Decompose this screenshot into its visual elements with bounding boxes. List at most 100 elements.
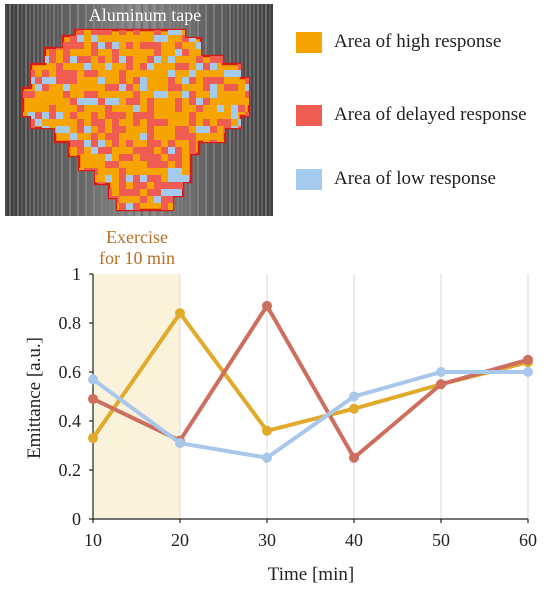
response-cell (77, 126, 84, 133)
response-cell (140, 119, 147, 126)
response-cell (168, 196, 175, 203)
response-cell (126, 154, 133, 161)
response-cell (77, 84, 84, 91)
response-cell (168, 147, 175, 154)
response-cell (189, 133, 196, 140)
response-cell (182, 84, 189, 91)
response-cell (196, 42, 203, 49)
response-cell (147, 42, 154, 49)
response-cell (84, 119, 91, 126)
annotation-line1: Exercise (106, 227, 168, 247)
response-cell (154, 42, 161, 49)
response-cell (147, 56, 154, 63)
response-cell (189, 77, 196, 84)
response-cell (161, 168, 168, 175)
response-cell (42, 77, 49, 84)
response-cell (105, 154, 112, 161)
response-cell (42, 84, 49, 91)
response-cell (182, 175, 189, 182)
response-cell (98, 42, 105, 49)
response-cell (210, 126, 217, 133)
response-cell (147, 140, 154, 147)
background-stripe (17, 4, 19, 216)
response-cell (189, 35, 196, 42)
response-cell (84, 126, 91, 133)
annotation-line2: for 10 min (99, 248, 175, 268)
response-cell (105, 133, 112, 140)
data-point (436, 379, 446, 390)
response-cell (105, 119, 112, 126)
response-cell (182, 63, 189, 70)
response-cell (105, 42, 112, 49)
response-cell (49, 49, 56, 56)
response-cell (238, 105, 245, 112)
background-stripe (9, 4, 11, 216)
y-tick-label: 0.4 (59, 411, 82, 431)
background-stripe (5, 4, 7, 216)
response-cell (182, 91, 189, 98)
response-cell (168, 77, 175, 84)
x-tick-label: 60 (519, 530, 537, 550)
response-cell (245, 84, 249, 91)
response-cell (140, 77, 147, 84)
x-tick-label: 10 (84, 530, 102, 550)
response-cell (189, 140, 196, 147)
data-point (262, 300, 272, 311)
response-cell (119, 203, 126, 210)
response-cell (147, 91, 154, 98)
response-cell (91, 154, 98, 161)
response-cell (154, 98, 161, 105)
response-cell (161, 147, 168, 154)
legend-label-high: Area of high response (334, 31, 502, 52)
response-cell (70, 112, 77, 119)
response-cell (112, 119, 119, 126)
response-cell (112, 133, 119, 140)
data-point (262, 425, 272, 436)
response-cell (126, 56, 133, 63)
response-cell (161, 77, 168, 84)
response-cell (210, 77, 217, 84)
response-cell (147, 161, 154, 168)
response-cell (210, 63, 217, 70)
response-cell (98, 30, 105, 35)
response-cell (91, 91, 98, 98)
response-cell (189, 112, 196, 119)
response-cell (154, 196, 161, 203)
response-cell (210, 98, 217, 105)
response-cell (84, 133, 91, 140)
response-cell (133, 147, 140, 154)
legend-swatch-high (296, 31, 322, 53)
data-point (349, 403, 359, 414)
response-cell (126, 84, 133, 91)
response-cell (140, 63, 147, 70)
response-cell (182, 77, 189, 84)
response-cell (70, 42, 77, 49)
response-cell (217, 119, 224, 126)
response-cell (140, 133, 147, 140)
response-cell (133, 105, 140, 112)
x-tick-label: 20 (171, 530, 189, 550)
response-cell (161, 91, 168, 98)
response-cell (140, 182, 147, 189)
response-cell (147, 119, 154, 126)
emittance-line-chart: 0 0.2 0.4 0.6 0.8 1 10 20 30 40 50 60 Exercise for … (24, 227, 537, 585)
series-3 (88, 367, 533, 463)
response-cell (147, 175, 154, 182)
response-cell (196, 49, 203, 56)
response-cell (98, 84, 105, 91)
response-cell (133, 203, 140, 210)
response-cell (147, 63, 154, 70)
response-cell (119, 30, 126, 35)
response-cell (168, 84, 175, 91)
response-cell (63, 70, 70, 77)
response-cell (119, 70, 126, 77)
response-cell (154, 35, 161, 42)
response-cell (28, 77, 35, 84)
response-cell (168, 30, 175, 35)
response-cell (23, 91, 28, 98)
response-cell (49, 105, 56, 112)
response-cell (105, 84, 112, 91)
response-cell (105, 112, 112, 119)
response-cell (98, 147, 105, 154)
y-axis-label: Emittance [a.u.] (24, 337, 45, 459)
